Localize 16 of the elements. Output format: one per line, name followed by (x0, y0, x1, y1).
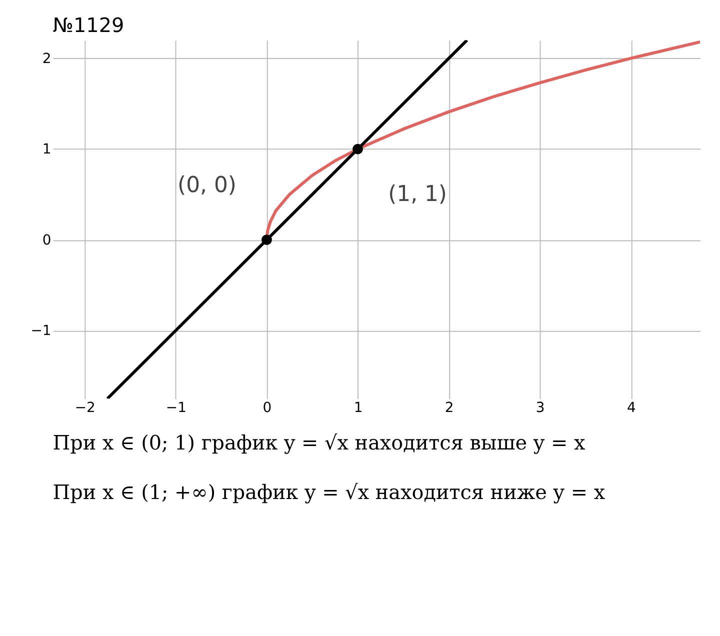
x-tick-label: 2 (444, 400, 454, 416)
x-tick-label: −2 (74, 400, 96, 416)
x-tick-label: −1 (166, 400, 186, 416)
x-tick-label: 3 (536, 400, 545, 416)
annotation: (1, 1) (388, 182, 447, 207)
y-tick-label: −1 (30, 323, 52, 340)
x-tick-label: 4 (626, 400, 636, 416)
y-tick-label: 1 (42, 142, 52, 158)
y-tick-label: 2 (42, 50, 52, 67)
x-tick-label: 0 (262, 400, 272, 416)
y-tick-label: 0 (42, 232, 52, 248)
text: При x ∈ (0; 1) график y = √x находится выше y = x (52, 431, 586, 454)
chart-title: №1129 (52, 14, 124, 38)
annotation: (0, 0) (178, 173, 236, 198)
text: При x ∈ (1; +∞) график y = √x находится ниже y = x (52, 481, 606, 504)
x-tick-label: 1 (354, 400, 363, 416)
